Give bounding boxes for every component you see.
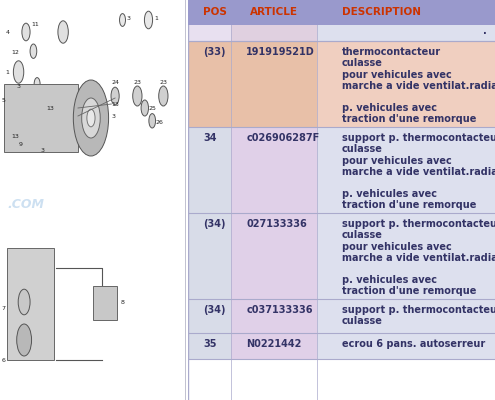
Circle shape (13, 61, 24, 83)
Circle shape (30, 44, 37, 58)
Circle shape (18, 289, 30, 315)
Text: c037133336: c037133336 (247, 305, 313, 315)
Text: 3: 3 (126, 16, 130, 21)
Text: pour vehicules avec: pour vehicules avec (342, 156, 451, 166)
Text: 3: 3 (41, 148, 45, 152)
Bar (231, 25, 317, 41)
Text: (34): (34) (203, 305, 226, 315)
Text: 24: 24 (111, 80, 119, 84)
Circle shape (133, 86, 142, 106)
Bar (231, 213, 317, 299)
Text: support p. thermocontacteur: support p. thermocontacteur (342, 305, 495, 315)
Text: culasse: culasse (342, 58, 383, 68)
Bar (317, 25, 495, 41)
Text: 13: 13 (47, 106, 54, 110)
Text: 25: 25 (148, 106, 156, 110)
Bar (188, 0, 495, 25)
Bar (317, 333, 495, 359)
Bar (188, 213, 231, 299)
Text: 4: 4 (5, 30, 9, 34)
Text: 23: 23 (159, 80, 168, 84)
Text: POS: POS (203, 8, 227, 18)
Circle shape (111, 87, 119, 105)
Text: 13: 13 (111, 102, 119, 106)
Text: marche a vide ventilat.radiat.: marche a vide ventilat.radiat. (342, 167, 495, 177)
Circle shape (159, 86, 168, 106)
Bar (188, 333, 231, 359)
Text: pour vehicules avec: pour vehicules avec (342, 70, 451, 80)
Text: 3: 3 (17, 84, 21, 88)
Text: traction d'une remorque: traction d'une remorque (342, 200, 476, 210)
Text: 23: 23 (134, 80, 142, 84)
Circle shape (87, 109, 95, 127)
Bar (231, 333, 317, 359)
Text: (34): (34) (203, 219, 226, 229)
Circle shape (8, 91, 14, 105)
Bar (93, 286, 117, 320)
Text: thermocontacteur: thermocontacteur (342, 47, 441, 57)
Text: 12: 12 (11, 50, 19, 54)
Text: 7: 7 (2, 306, 6, 310)
Text: traction d'une remorque: traction d'une remorque (342, 114, 476, 124)
Bar (188, 41, 231, 127)
Text: culasse: culasse (342, 144, 383, 154)
Text: pour vehicules avec: pour vehicules avec (342, 242, 451, 252)
Text: marche a vide ventilat.radiat.: marche a vide ventilat.radiat. (342, 81, 495, 91)
Text: 13: 13 (11, 134, 19, 138)
Text: c026906287F: c026906287F (247, 133, 320, 143)
Text: p. vehicules avec: p. vehicules avec (342, 189, 437, 199)
Circle shape (22, 23, 30, 41)
Text: 191919521D: 191919521D (247, 47, 315, 57)
Circle shape (34, 78, 40, 90)
Bar (188, 299, 231, 333)
Bar (231, 41, 317, 127)
Circle shape (145, 11, 152, 29)
Text: .COM: .COM (7, 198, 45, 211)
Bar (317, 127, 495, 213)
Text: 1: 1 (5, 70, 9, 74)
Text: culasse: culasse (342, 230, 383, 240)
Text: culasse: culasse (342, 316, 383, 326)
Text: 9: 9 (19, 142, 23, 146)
Bar (231, 299, 317, 333)
Text: .: . (483, 26, 487, 36)
Bar (4, 84, 78, 152)
Text: traction d'une remorque: traction d'une remorque (342, 286, 476, 296)
Text: marche a vide ventilat.radiat.: marche a vide ventilat.radiat. (342, 253, 495, 263)
Text: 8: 8 (121, 300, 125, 304)
Text: N0221442: N0221442 (247, 339, 302, 349)
Circle shape (82, 98, 100, 138)
Circle shape (120, 14, 126, 26)
Bar (317, 299, 495, 333)
Text: 34: 34 (203, 133, 217, 143)
Bar (188, 25, 231, 41)
Text: 1: 1 (154, 16, 158, 21)
Text: 3: 3 (111, 114, 115, 118)
Circle shape (58, 21, 68, 43)
Text: 11: 11 (32, 22, 39, 26)
Circle shape (141, 100, 148, 116)
Text: support p. thermocontacteur: support p. thermocontacteur (342, 133, 495, 143)
Text: (33): (33) (203, 47, 226, 57)
Bar (7, 248, 54, 360)
Text: 26: 26 (156, 120, 164, 124)
Text: ARTICLE: ARTICLE (249, 8, 297, 18)
Bar (317, 41, 495, 127)
Text: 5: 5 (2, 98, 6, 103)
Text: p. vehicules avec: p. vehicules avec (342, 103, 437, 113)
Bar (231, 127, 317, 213)
Text: 6: 6 (2, 358, 6, 362)
Text: DESCRIPTION: DESCRIPTION (342, 8, 421, 18)
Bar (317, 213, 495, 299)
Circle shape (73, 80, 108, 156)
Text: ecrou 6 pans. autoserreur: ecrou 6 pans. autoserreur (342, 339, 485, 349)
Bar (188, 127, 231, 213)
Text: 35: 35 (203, 339, 217, 349)
Text: p. vehicules avec: p. vehicules avec (342, 275, 437, 285)
Circle shape (17, 324, 32, 356)
Circle shape (149, 114, 155, 128)
Text: support p. thermocontacteur: support p. thermocontacteur (342, 219, 495, 229)
Text: 027133336: 027133336 (247, 219, 307, 229)
